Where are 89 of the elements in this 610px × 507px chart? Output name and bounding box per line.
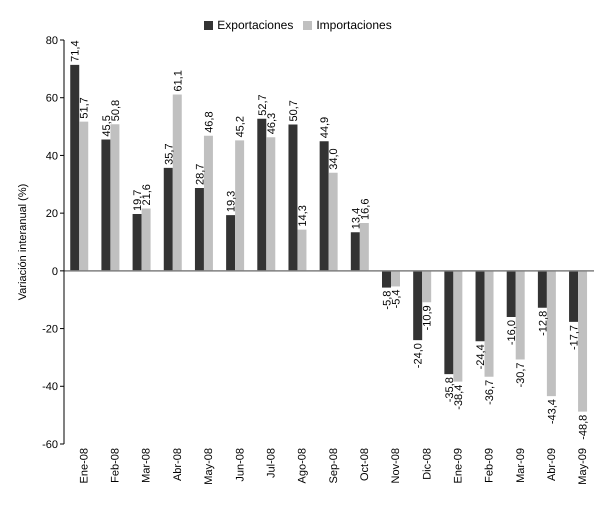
bar xyxy=(226,215,236,271)
x-tick-label: Mar-08 xyxy=(140,448,153,483)
y-axis-title: Variación interanual (%) xyxy=(16,184,29,300)
data-label: 35,7 xyxy=(163,143,176,165)
data-label: 44,9 xyxy=(319,116,332,138)
y-tick-label: 80 xyxy=(46,34,58,47)
data-label: -43,4 xyxy=(546,399,558,424)
bar xyxy=(110,124,120,271)
bar xyxy=(328,172,338,271)
x-tick-label: Abr-09 xyxy=(546,448,558,482)
bar xyxy=(194,188,204,271)
x-tick-label: Ene-09 xyxy=(452,448,465,484)
bar xyxy=(578,270,588,412)
x-tick-label: Ene-08 xyxy=(78,448,90,484)
bar xyxy=(204,136,213,271)
data-label: 34,0 xyxy=(328,148,340,170)
data-label: 50,7 xyxy=(288,100,300,122)
data-label: -16,0 xyxy=(506,320,518,346)
y-tick-label: 40 xyxy=(46,150,58,162)
data-label: -17,7 xyxy=(568,324,581,350)
data-label: -10,9 xyxy=(422,305,434,330)
data-label: -5,4 xyxy=(390,289,402,308)
bar xyxy=(235,140,244,271)
x-tick-label: Jul-08 xyxy=(265,448,278,478)
bar xyxy=(266,137,276,271)
bar xyxy=(569,270,578,322)
bar xyxy=(413,270,422,340)
y-tick-label: -60 xyxy=(42,438,58,451)
bar xyxy=(382,270,391,288)
data-label: 19,3 xyxy=(226,190,238,212)
bar xyxy=(444,270,454,374)
bar xyxy=(538,270,547,308)
x-tick-label: Mar-09 xyxy=(514,448,527,483)
bar xyxy=(164,168,173,271)
data-label: -48,8 xyxy=(578,414,590,440)
x-tick-label: Nov-08 xyxy=(390,448,402,484)
data-label: -36,7 xyxy=(484,380,496,405)
y-tick-label: -20 xyxy=(42,323,58,336)
data-label: -30,7 xyxy=(515,362,528,388)
bar xyxy=(350,232,360,271)
y-tick-label: 20 xyxy=(46,208,58,220)
data-label: -35,8 xyxy=(444,377,456,402)
x-tick-label: Feb-09 xyxy=(484,448,496,483)
data-label: -24,0 xyxy=(412,343,425,368)
x-tick-label: Abr-08 xyxy=(172,448,184,482)
y-tick-label: 60 xyxy=(46,92,58,105)
data-label: 45,2 xyxy=(234,116,247,138)
bar xyxy=(360,222,369,271)
bar xyxy=(320,141,329,271)
bar xyxy=(453,270,462,382)
data-label: 46,3 xyxy=(266,112,278,134)
bar xyxy=(142,208,151,271)
bar xyxy=(79,122,88,271)
bar xyxy=(484,270,494,377)
data-label: 61,1 xyxy=(172,70,184,92)
bar xyxy=(516,270,525,360)
x-tick-label: May-08 xyxy=(203,448,216,485)
bar xyxy=(172,94,182,271)
x-tick-label: May-09 xyxy=(577,448,590,485)
data-label: -5,8 xyxy=(382,290,394,310)
x-tick-label: Feb-08 xyxy=(110,448,122,483)
legend-label: Importaciones xyxy=(316,18,392,32)
bar xyxy=(476,270,485,342)
bar xyxy=(70,64,80,271)
y-tick-label: -40 xyxy=(42,381,58,394)
bar xyxy=(101,140,110,271)
data-label: 28,7 xyxy=(194,164,206,186)
bar xyxy=(546,270,556,396)
data-label: 14,3 xyxy=(296,205,309,227)
legend-label: Exportaciones xyxy=(217,18,294,32)
x-tick-label: Oct-08 xyxy=(358,448,371,482)
data-label: 46,8 xyxy=(203,111,216,133)
bar xyxy=(297,230,306,271)
bar xyxy=(257,118,266,271)
bar xyxy=(422,270,432,302)
data-label: 51,7 xyxy=(78,97,91,119)
data-label: -24,4 xyxy=(475,344,488,370)
x-tick-label: Jun-08 xyxy=(234,448,246,482)
x-tick-label: Ago-08 xyxy=(296,448,309,484)
bar xyxy=(506,270,516,318)
x-tick-label: Sep-08 xyxy=(328,448,340,484)
data-label: 71,4 xyxy=(70,40,82,62)
data-label: -12,8 xyxy=(537,310,550,336)
data-label: 21,6 xyxy=(141,184,154,206)
bar xyxy=(391,270,400,286)
bar xyxy=(132,214,142,271)
y-tick-label: 0 xyxy=(52,266,58,278)
x-tick-label: Dic-08 xyxy=(421,448,434,480)
bar xyxy=(288,124,298,271)
